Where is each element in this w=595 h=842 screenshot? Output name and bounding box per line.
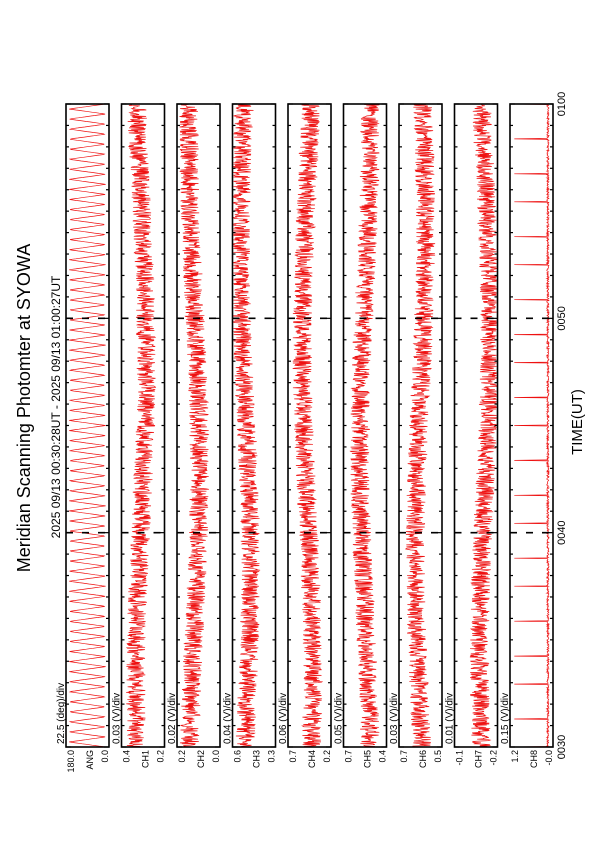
panel-ch6: 0.7 0.5 CH6 0.03 (V)/div <box>389 103 443 768</box>
y-tick-label-bottom: 0.2 <box>322 750 332 763</box>
panel-ch7: -0.1 -0.2 CH7 0.01 (V)/div <box>445 103 499 768</box>
series-name: CH3 <box>252 750 262 768</box>
series-trace-ch6 <box>405 103 436 748</box>
div-label: 0.01 (V)/div <box>445 693 456 744</box>
div-label: 0.06 (V)/div <box>278 693 289 744</box>
x-tick-label: 0100 <box>556 92 568 116</box>
series-name: CH8 <box>529 750 539 768</box>
series-name: CH2 <box>196 750 206 768</box>
y-tick-label-bottom: 0.0 <box>100 750 110 763</box>
y-tick-label-bottom: -0.0 <box>544 750 554 766</box>
y-tick-label-bottom: 0.2 <box>156 750 166 763</box>
panel-frame <box>65 103 110 748</box>
series-trace-ch1 <box>125 103 157 748</box>
series-name: ANG <box>85 750 95 770</box>
y-tick-label-bottom: 0.5 <box>433 750 443 763</box>
panel-ch8: 1.2 -0.0 CH8 0.15 (V)/div <box>500 103 554 768</box>
y-tick-label-bottom: -0.2 <box>489 750 499 766</box>
y-tick-label-top: 0.2 <box>177 750 187 763</box>
series-trace-ch7 <box>469 103 498 748</box>
panel-group: 180.0 0.0 ANG 22.5 (deg)/div 0.4 0.2 CH1 0.03 (… <box>56 103 554 773</box>
panel-ch4: 0.7 0.2 CH4 0.06 (V)/div <box>278 103 332 768</box>
div-label: 0.15 (V)/div <box>500 693 511 744</box>
series-trace-ch8 <box>514 103 551 748</box>
x-axis-ticks: 0030 0040 0050 0100 <box>556 92 568 759</box>
chart-rotated-group: Meridian Scanning Photomter at SYOWA 202… <box>14 92 586 773</box>
x-axis-label: TIME(UT) <box>569 389 586 455</box>
chart-subtitle: 2025 09/13 00:30:28UT - 2025 09/13 01:00… <box>49 275 63 538</box>
div-label: 0.03 (V)/div <box>112 693 123 744</box>
div-label: 22.5 (deg)/div <box>56 683 67 744</box>
series-trace-ch4 <box>292 103 324 748</box>
y-tick-label-top: 0.6 <box>233 750 243 763</box>
chart-title: Meridian Scanning Photomter at SYOWA <box>14 244 34 572</box>
panel-ch3: 0.6 0.3 CH3 0.04 (V)/div <box>223 103 277 768</box>
series-trace-ch5 <box>349 103 380 748</box>
x-tick-label: 0050 <box>556 306 568 330</box>
panel-ch2: 0.2 0.0 CH2 0.02 (V)/div <box>167 103 221 768</box>
series-name: CH1 <box>141 750 151 768</box>
y-tick-label-top: 0.7 <box>344 750 354 763</box>
div-label: 0.05 (V)/div <box>334 693 345 744</box>
y-tick-label-top: 0.4 <box>122 750 132 763</box>
y-tick-label-bottom: 0.3 <box>267 750 277 763</box>
y-tick-label-top: 0.7 <box>288 750 298 763</box>
div-label: 0.02 (V)/div <box>167 693 178 744</box>
series-trace-ch2 <box>179 103 210 748</box>
series-name: CH5 <box>363 750 373 768</box>
y-tick-label-bottom: 0.4 <box>378 750 388 763</box>
series-name: CH6 <box>418 750 428 768</box>
div-label: 0.03 (V)/div <box>389 693 400 744</box>
y-tick-label-top: 1.2 <box>510 750 520 763</box>
y-tick-label-top: 0.7 <box>399 750 409 763</box>
div-label: 0.04 (V)/div <box>223 693 234 744</box>
y-tick-label-top: -0.1 <box>455 750 465 766</box>
series-trace-ang <box>68 103 106 748</box>
y-tick-label-bottom: 0.0 <box>211 750 221 763</box>
panel-ch1: 0.4 0.2 CH1 0.03 (V)/div <box>112 103 166 768</box>
panel-ang: 180.0 0.0 ANG 22.5 (deg)/div <box>56 103 110 773</box>
x-tick-label: 0030 <box>556 735 568 759</box>
series-trace-ch3 <box>232 103 261 748</box>
panel-ch5: 0.7 0.4 CH5 0.05 (V)/div <box>334 103 388 768</box>
x-tick-label: 0040 <box>556 520 568 544</box>
series-name: CH7 <box>474 750 484 768</box>
series-name: CH4 <box>307 750 317 768</box>
y-tick-label-top: 180.0 <box>66 750 76 773</box>
